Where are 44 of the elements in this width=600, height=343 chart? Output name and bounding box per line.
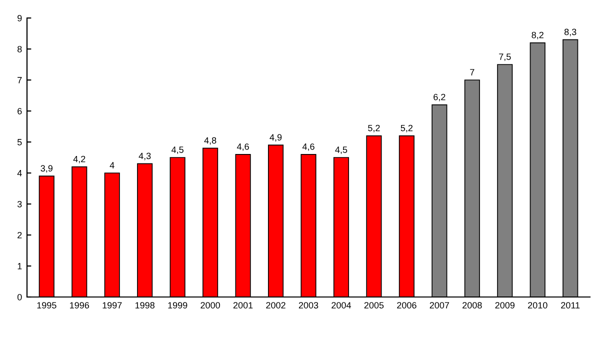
data-label: 4,2 (73, 156, 86, 164)
data-label: 5,2 (400, 124, 413, 132)
data-label: 6,2 (434, 94, 446, 102)
x-tick-label: 2009 (495, 302, 515, 308)
x-tick-label: 1996 (70, 302, 90, 308)
data-label: 4,9 (270, 134, 282, 142)
x-tick-label: 2000 (200, 302, 220, 308)
y-tick-label: 3 (17, 200, 22, 208)
y-tick-label: 4 (17, 170, 22, 176)
y-tick-label: 6 (18, 108, 22, 114)
x-tick-label: 1995 (37, 302, 56, 308)
data-label: 4,5 (335, 146, 348, 154)
data-label: 4,3 (138, 152, 151, 160)
x-tick-label: 2006 (397, 302, 416, 308)
y-tick-label: 9 (18, 14, 22, 22)
x-tick-label: 2002 (266, 302, 286, 308)
data-label: 4,5 (172, 146, 184, 154)
y-tick-label: 2 (18, 232, 22, 238)
x-tick-label: 2001 (233, 302, 253, 308)
data-label: 5,2 (368, 124, 380, 132)
x-tick-label: 2003 (298, 302, 318, 308)
x-tick-label: 2011 (561, 302, 580, 308)
y-tick-label: 8 (18, 46, 22, 52)
x-tick-label: 1997 (102, 302, 122, 308)
data-label: 7,5 (499, 54, 511, 62)
y-tick-label: 1 (18, 263, 22, 270)
data-label: 8,2 (532, 32, 544, 40)
data-label: 3,9 (40, 165, 52, 173)
x-tick-label: 2005 (364, 302, 384, 308)
y-tick-label: 0 (17, 294, 22, 300)
x-tick-label: 1998 (135, 302, 154, 308)
x-tick-label: 2010 (528, 302, 548, 308)
x-tick-label: 2007 (430, 302, 450, 308)
data-label: 4 (110, 162, 114, 168)
data-label: 8,3 (564, 28, 576, 36)
data-label: 4,8 (204, 137, 216, 145)
data-label: 4,6 (236, 143, 249, 151)
x-tick-label: 2008 (462, 302, 482, 308)
y-tick-label: 5 (17, 139, 22, 146)
data-label: 4,6 (302, 143, 314, 151)
x-tick-label: 1999 (168, 302, 188, 308)
x-tick-label: 2004 (332, 302, 352, 308)
data-label: 7 (470, 69, 474, 76)
y-tick-label: 7 (18, 77, 22, 84)
